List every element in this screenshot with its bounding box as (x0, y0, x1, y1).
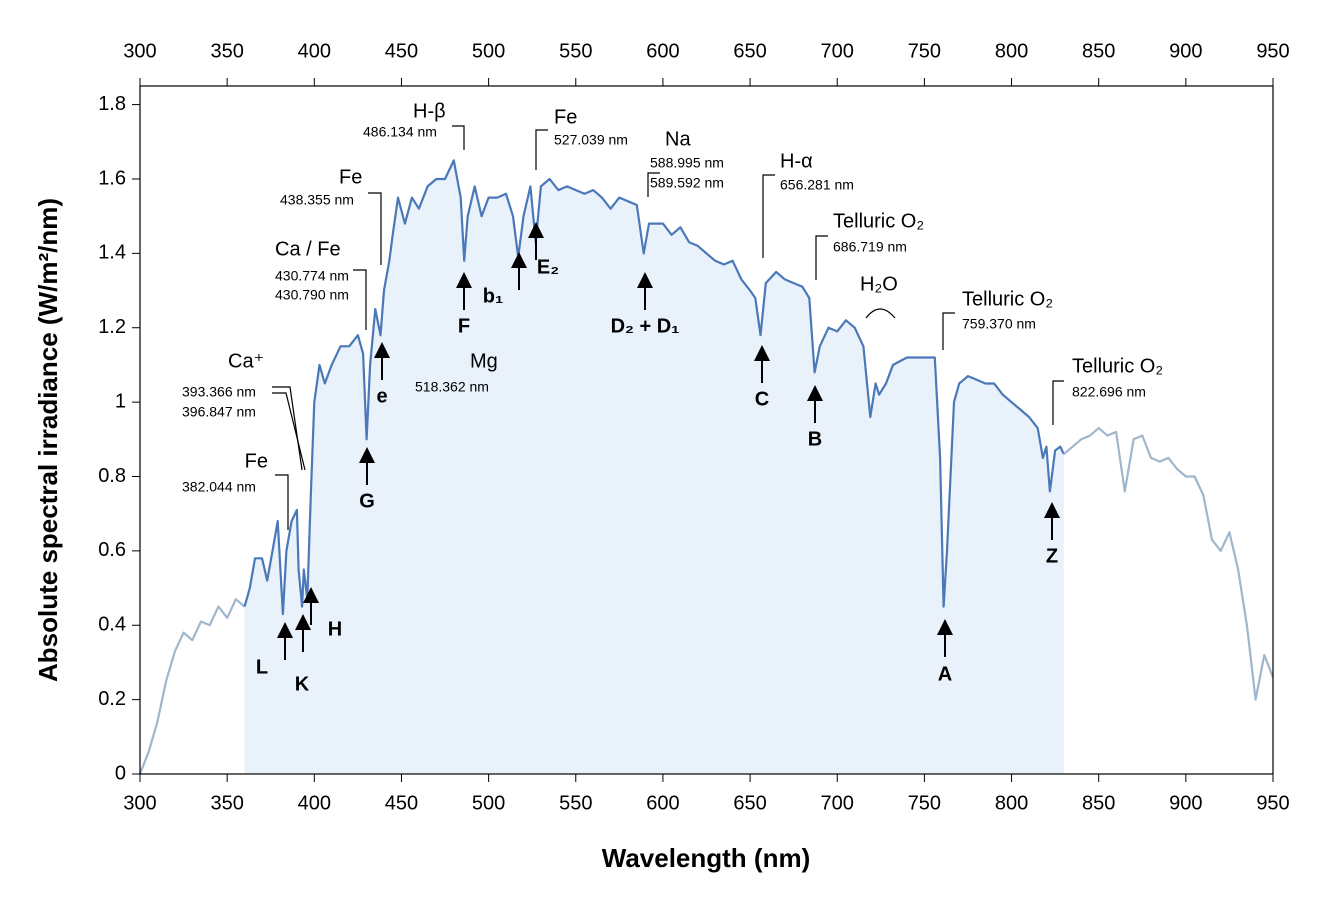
x-tick-label-top: 550 (559, 40, 592, 62)
line-label: 396.847 nm (182, 404, 256, 420)
line-letter: H (328, 618, 342, 640)
line-label: 486.134 nm (363, 124, 437, 140)
line-label: H-α (780, 150, 813, 172)
x-tick-label: 850 (1082, 792, 1115, 814)
line-label: Fe (554, 106, 577, 128)
x-tick-label: 450 (385, 792, 418, 814)
y-tick-label: 0 (115, 762, 126, 784)
y-tick-label: 1 (115, 390, 126, 412)
line-label: 759.370 nm (962, 316, 1036, 332)
line-label: 686.719 nm (833, 239, 907, 255)
x-tick-label: 950 (1256, 792, 1289, 814)
x-tick-label: 700 (821, 792, 854, 814)
line-label: 656.281 nm (780, 177, 854, 193)
x-tick-label-top: 850 (1082, 40, 1115, 62)
line-letter: D₂ + D₁ (611, 315, 680, 337)
x-tick-label-top: 350 (210, 40, 243, 62)
line-label: 430.774 nm (275, 268, 349, 284)
spectrum-line (243, 159, 1065, 616)
line-label: Mg (470, 350, 498, 372)
spectrum-line (138, 598, 246, 775)
x-tick-label: 500 (472, 792, 505, 814)
line-label: 588.995 nm (650, 155, 724, 171)
line-letter: L (256, 656, 268, 678)
line-label: 430.790 nm (275, 287, 349, 303)
x-tick-label-top: 450 (385, 40, 418, 62)
line-label: Na (665, 128, 691, 150)
line-label: Fe (245, 450, 268, 472)
line-letter: e (376, 385, 387, 407)
y-tick-label: 1.6 (98, 167, 126, 189)
y-tick-label: 1.2 (98, 316, 126, 338)
line-letter: b₁ (483, 285, 504, 307)
x-axis-title: Wavelength (nm) (602, 843, 810, 873)
y-axis-title: Absolute spectral irradiance (W/m²/nm) (33, 198, 63, 682)
y-tick-label: 1.8 (98, 93, 126, 115)
plot (138, 159, 1275, 775)
line-letter: A (938, 663, 952, 685)
x-tick-label-top: 800 (995, 40, 1028, 62)
x-tick-label-top: 950 (1256, 40, 1289, 62)
line-letter: E₂ (537, 256, 559, 278)
line-letter: Z (1046, 545, 1058, 567)
y-tick-label: 0.6 (98, 539, 126, 561)
y-tick-label: 0.2 (98, 688, 126, 710)
y-tick-label: 0.4 (98, 614, 126, 636)
x-tick-label: 900 (1169, 792, 1202, 814)
x-tick-label-top: 300 (123, 40, 156, 62)
x-tick-label: 300 (123, 792, 156, 814)
line-letter: K (295, 673, 310, 695)
line-label: Telluric O₂ (962, 288, 1053, 310)
line-label: 589.592 nm (650, 175, 724, 191)
plot-frame (139, 85, 1274, 775)
line-label: Telluric O₂ (1072, 355, 1163, 377)
line-label: 518.362 nm (415, 379, 489, 395)
line-label: 393.366 nm (182, 384, 256, 400)
x-tick-label-top: 400 (298, 40, 331, 62)
line-label: Ca⁺ (228, 350, 264, 372)
x-tick-label-top: 900 (1169, 40, 1202, 62)
line-label: 438.355 nm (280, 192, 354, 208)
y-tick-label: 1.4 (98, 242, 126, 264)
x-tick-label: 800 (995, 792, 1028, 814)
x-tick-label: 600 (646, 792, 679, 814)
x-tick-label-top: 650 (733, 40, 766, 62)
line-letter: C (755, 388, 769, 410)
line-letter: F (458, 315, 470, 337)
line-label: 822.696 nm (1072, 384, 1146, 400)
line-label: H₂O (860, 273, 898, 295)
x-tick-label-top: 600 (646, 40, 679, 62)
line-label: H-β (413, 100, 446, 122)
x-tick-label: 350 (210, 792, 243, 814)
x-tick-label-top: 750 (908, 40, 941, 62)
line-label: 527.039 nm (554, 132, 628, 148)
x-tick-label: 400 (298, 792, 331, 814)
spectrum-line (1063, 427, 1275, 701)
x-tick-label-top: 700 (821, 40, 854, 62)
line-label: Telluric O₂ (833, 210, 924, 232)
x-tick-label: 550 (559, 792, 592, 814)
line-letter: G (359, 490, 375, 512)
line-letter: B (808, 428, 822, 450)
x-tick-label-top: 500 (472, 40, 505, 62)
line-label: Fe (339, 166, 362, 188)
line-label: Ca / Fe (275, 238, 341, 260)
x-tick-label: 650 (733, 792, 766, 814)
area (244, 160, 1064, 774)
x-tick-label: 750 (908, 792, 941, 814)
line-label: 382.044 nm (182, 479, 256, 495)
y-tick-label: 0.8 (98, 465, 126, 487)
